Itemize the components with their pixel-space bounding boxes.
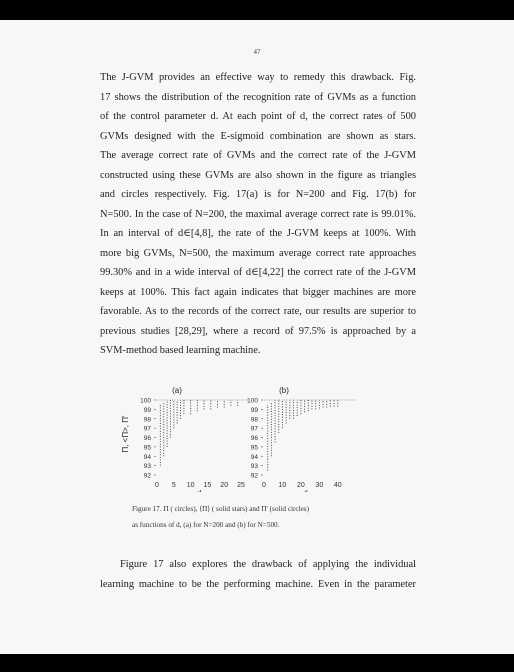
panel-b: (b) 100 99 98 97 96 95 94 93 920 10 20 30 40 d: [247, 386, 355, 492]
x-tick-label: 20: [220, 482, 228, 489]
text-line: In an interval of d∈[4,8], the rate of t…: [100, 228, 416, 239]
y-tick-label: 99: [144, 407, 152, 414]
y-tick-label: 96: [251, 435, 259, 442]
text-line: favorable. As to the records of the corr…: [100, 306, 416, 317]
y-tick-label: 100: [247, 398, 258, 405]
text-line: more big GVMs, N=500, the maximum averag…: [100, 247, 416, 259]
text-line: of the control parameter d. At each poin…: [100, 111, 416, 122]
x-tick-label: 25: [237, 482, 245, 489]
text-line: 99.30% and in a wide interval of d∈[4,22…: [100, 267, 416, 278]
y-tick-label: 95: [251, 444, 259, 451]
text-line: learning machine to be the performing ma…: [100, 578, 416, 590]
x-axis-label: d: [303, 489, 307, 492]
y-tick-label: 93: [251, 463, 259, 470]
x-tick-label: 30: [315, 482, 323, 489]
y-tick-label: 92: [144, 473, 152, 480]
text-line: previous studies [28,29], where a record…: [100, 325, 416, 337]
x-tick-label: 20: [297, 482, 305, 489]
paragraph-2: Figure 17 also explores the drawback of …: [100, 555, 416, 594]
y-tick-label: 97: [144, 426, 152, 433]
text-line: keeps at 100%. This fact again indicates…: [100, 286, 416, 298]
x-tick-label: 0: [262, 482, 266, 489]
y-tick-label: 99: [251, 407, 259, 414]
y-tick-label: 94: [144, 454, 152, 461]
y-tick-label: 97: [251, 426, 259, 433]
text-line: N=500. In the case of N=200, the maximal…: [100, 208, 416, 220]
panel-label: (b): [279, 386, 289, 395]
text-line: and circles respectively. Fig. 17(a) is …: [100, 189, 416, 200]
text-line: GVMs designed with the E-sigmoid combina…: [100, 130, 416, 142]
text-line: SVM-method based learning machine.: [100, 345, 261, 356]
text-line: Figure 17 also explores the drawback of …: [120, 559, 416, 570]
panel-a: (a) 100 99 98 97 96 95 94 93 920 5 10 15 20 25 d: [140, 386, 249, 492]
y-tick-label: 92: [251, 473, 259, 480]
panel-label: (a): [172, 386, 182, 395]
y-tick-label: 98: [144, 416, 152, 423]
caption-line: Figure 17. Π ( circles), ⟨Π⟩ ( solid sta…: [132, 505, 309, 513]
x-tick-label: 5: [172, 482, 176, 489]
y-tick-label: 94: [251, 454, 259, 461]
text-line: The J-GVM provides an effective way to r…: [100, 72, 416, 83]
y-axis-label: Π, <Π>, Π': [121, 415, 130, 453]
x-tick-label: 40: [334, 482, 342, 489]
caption-line: as functions of d, (a) for N=200 and (b)…: [132, 521, 280, 529]
x-axis-label: d: [197, 489, 201, 492]
x-tick-label: 10: [279, 482, 287, 489]
document-page: 47 The J-GVM provides an effective way t…: [0, 20, 514, 654]
text-line: constructed using these GVMs are also sh…: [100, 169, 416, 181]
text-line: The average correct rate of GVMs and the…: [100, 150, 416, 161]
x-tick-label: 10: [187, 482, 195, 489]
x-tick-label: 0: [155, 482, 159, 489]
y-tick-label: 96: [144, 435, 152, 442]
page-number: 47: [253, 48, 261, 56]
paragraph-1: The J-GVM provides an effective way to r…: [100, 68, 416, 361]
x-tick-label: 15: [204, 482, 212, 489]
y-tick-label: 98: [251, 416, 259, 423]
text-line: 17 shows the distribution of the recogni…: [100, 91, 416, 103]
y-tick-label: 95: [144, 444, 152, 451]
figure-caption: Figure 17. Π ( circles), ⟨Π⟩ ( solid sta…: [132, 501, 392, 533]
y-tick-label: 93: [144, 463, 152, 470]
y-tick-label: 100: [140, 398, 151, 405]
